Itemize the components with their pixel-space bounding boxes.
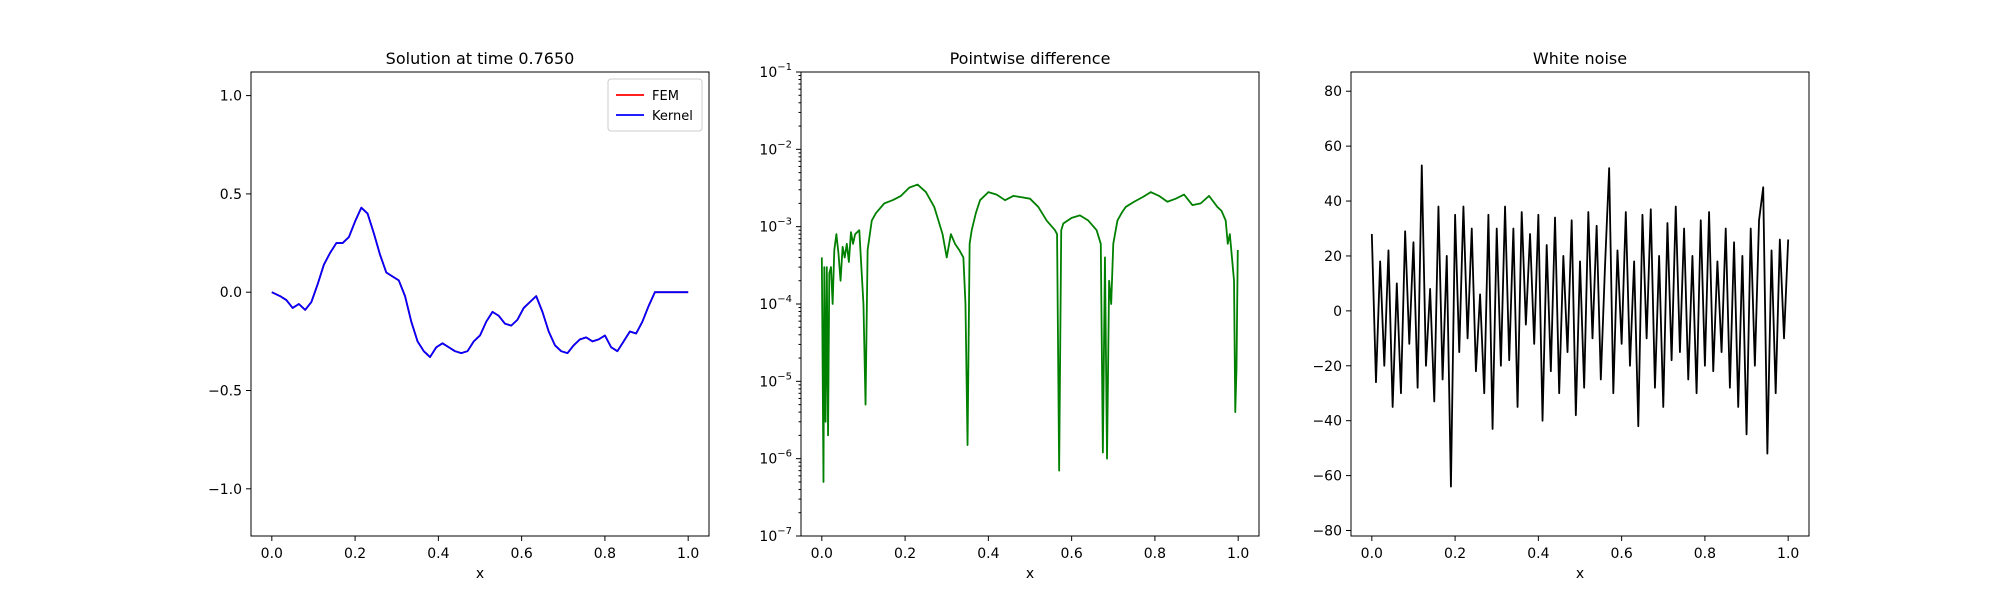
legend-label: FEM	[652, 89, 679, 104]
x-tick-label: 0.8	[1694, 546, 1716, 562]
x-tick-label: 1.0	[1227, 546, 1249, 562]
y-tick-label: −20	[1312, 359, 1342, 375]
x-tick-label: 0.4	[1527, 546, 1549, 562]
legend: FEM Kernel	[607, 78, 703, 132]
x-tick-label: 0.6	[511, 546, 533, 562]
y-tick-label: 0.0	[220, 285, 242, 301]
x-axis-label: x	[1026, 566, 1034, 582]
y-tick-label: 80	[1324, 84, 1342, 100]
y-tick-label: −40	[1312, 414, 1342, 430]
x-axis-label: x	[1576, 566, 1584, 582]
series-line-kernel	[271, 206, 689, 358]
x-tick-label: 1.0	[1777, 546, 1799, 562]
x-tick-label: 0.0	[1361, 546, 1383, 562]
y-tick-label: 10−2	[759, 139, 792, 158]
plot-frame	[1350, 71, 1810, 537]
x-tick-label: 0.6	[1061, 546, 1083, 562]
y-tick-label: 40	[1324, 194, 1342, 210]
x-tick-label: 0.4	[977, 546, 999, 562]
legend-box	[607, 78, 703, 132]
series-line-1	[820, 183, 1239, 483]
x-axis-label: x	[476, 566, 484, 582]
y-tick-label: −1.0	[208, 482, 242, 498]
x-tick-label: 0.0	[261, 546, 283, 562]
legend-label: Kernel	[652, 109, 693, 124]
y-tick-label: 1.0	[220, 89, 242, 105]
y-tick-label: −80	[1312, 524, 1342, 540]
y-tick-label: 60	[1324, 139, 1342, 155]
x-tick-label: 0.4	[427, 546, 449, 562]
chart-title: White noise	[1533, 49, 1627, 68]
y-tick-label: −60	[1312, 469, 1342, 485]
y-tick-label: 10−4	[759, 294, 792, 313]
chart-panel-1: 0.0 0.2 0.4 0.6 0.8 1.0 −1.0 −0.5 0.0 0.5 1.0 Solut…	[208, 49, 710, 582]
y-tick-label: −0.5	[208, 384, 242, 400]
series-line-1	[1370, 164, 1790, 488]
y-tick-label: 0	[1333, 304, 1342, 320]
x-tick-label: 0.2	[1444, 546, 1466, 562]
x-tick-label: 1.0	[677, 546, 699, 562]
plot-frame	[800, 71, 1260, 537]
chart-panel-3: 0.0 0.2 0.4 0.6 0.8 1.0 −80 −60 −40 −20 0 20 40 60 80 W…	[1312, 49, 1810, 582]
chart-title: Pointwise difference	[950, 49, 1111, 68]
y-tick-label: 10−3	[759, 217, 792, 236]
x-tick-label: 0.0	[811, 546, 833, 562]
plot-frame	[250, 71, 710, 537]
x-tick-label: 0.6	[1611, 546, 1633, 562]
x-tick-label: 0.8	[594, 546, 616, 562]
y-tick-label: 10−1	[759, 62, 792, 81]
x-tick-label: 0.2	[344, 546, 366, 562]
y-tick-label: 10−6	[759, 449, 792, 468]
y-tick-label: 10−7	[759, 526, 792, 545]
chart-panel-2: 0.0 0.2 0.4 0.6 0.8 1.0 10−7 10−6 10−5 10−4 10−3 10…	[759, 49, 1260, 582]
x-tick-label: 0.2	[894, 546, 916, 562]
x-tick-label: 0.8	[1144, 546, 1166, 562]
chart-title: Solution at time 0.7650	[386, 49, 575, 68]
y-tick-label: 20	[1324, 249, 1342, 265]
y-tick-label: 10−5	[759, 371, 792, 390]
y-tick-label: 0.5	[220, 187, 242, 203]
